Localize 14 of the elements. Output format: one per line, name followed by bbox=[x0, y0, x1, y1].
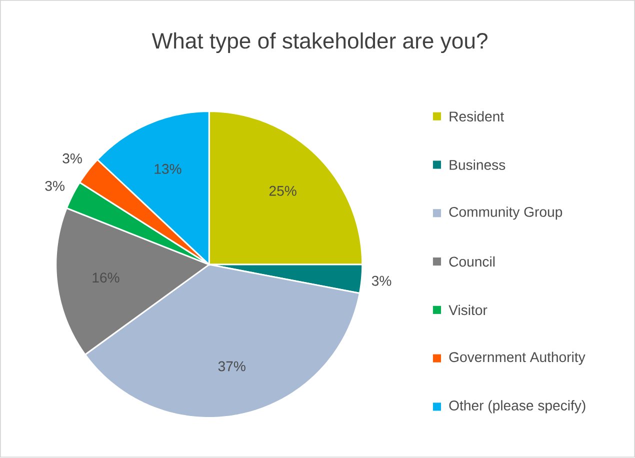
data-label: 13% bbox=[154, 164, 182, 174]
legend-label: Other (please specify) bbox=[449, 400, 586, 414]
chart-title: What type of stakeholder are you? bbox=[152, 32, 488, 54]
data-label: 37% bbox=[218, 362, 246, 372]
legend-label: Business bbox=[450, 160, 506, 170]
data-label: 25% bbox=[269, 186, 296, 196]
legend-label: Council bbox=[449, 256, 495, 267]
data-label: 3% bbox=[372, 276, 392, 286]
legend-label: Visitor bbox=[448, 304, 488, 316]
data-label: 3% bbox=[45, 181, 64, 192]
data-label: 3% bbox=[62, 154, 82, 164]
legend-label: Government Authority bbox=[449, 352, 586, 366]
legend-label: Community Group bbox=[449, 206, 562, 220]
legend-label: Resident bbox=[450, 111, 504, 122]
